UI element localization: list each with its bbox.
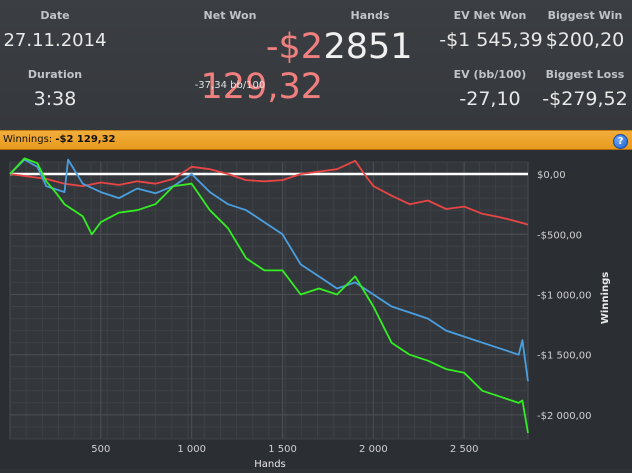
panel-title-label: Winnings: xyxy=(3,134,53,145)
series-line-1 xyxy=(9,159,529,226)
winnings-panel-header: Winnings: -$2 129,32 ? xyxy=(0,130,632,150)
x-tick-label: 1 500 xyxy=(268,444,297,455)
y-tick-label: -$500,00 xyxy=(537,230,582,241)
net-won-value: -$2 129,32 xyxy=(200,27,323,107)
x-axis-label: Hands xyxy=(254,459,286,469)
y-tick-label: -$1 000,00 xyxy=(537,290,592,301)
help-icon[interactable]: ? xyxy=(613,134,628,149)
ev-bb-label: EV (bb/100) xyxy=(453,68,527,81)
y-tick-label: $0,00 xyxy=(537,170,566,181)
x-tick-label: 500 xyxy=(91,444,110,455)
biggest-loss-label: Biggest Loss xyxy=(545,68,625,81)
ev-net-won-value: -$1 545,39 xyxy=(439,29,543,51)
y-axis-label: Winnings xyxy=(600,272,611,324)
biggest-win-label: Biggest Win xyxy=(547,9,623,22)
date-label: Date xyxy=(40,9,70,22)
y-tick-label: -$1 500,00 xyxy=(537,351,592,362)
biggest-win-value: $200,20 xyxy=(545,29,625,51)
hands-label: Hands xyxy=(350,9,390,22)
biggest-loss-value: -$279,52 xyxy=(542,88,628,110)
ev-net-won-label: EV Net Won xyxy=(453,9,527,22)
net-won-label: Net Won xyxy=(203,9,257,22)
hands-value: 2851 xyxy=(323,27,413,67)
winnings-chart: 500 1 000 1 500 2 000 2 500 $0,00 -$500,00 -$1 … xyxy=(0,150,632,470)
x-tick-label: 1 000 xyxy=(177,444,206,455)
x-tick-label: 2 500 xyxy=(450,444,479,455)
ev-bb-value: -27,10 xyxy=(459,88,521,110)
y-tick-label: -$2 000,00 xyxy=(537,411,592,422)
series-line-3 xyxy=(9,157,529,434)
panel-title-value: -$2 129,32 xyxy=(55,134,116,145)
x-tick-label: 2 000 xyxy=(359,444,388,455)
session-summary: Date 27.11.2014 Duration 3:38 Net Won -$… xyxy=(0,0,632,130)
date-value: 27.11.2014 xyxy=(3,30,107,51)
series-line-2 xyxy=(9,158,529,382)
winnings-chart-svg: 500 1 000 1 500 2 000 2 500 $0,00 -$500,00 -$1 … xyxy=(9,157,611,470)
duration-value: 3:38 xyxy=(33,88,77,110)
duration-label: Duration xyxy=(27,68,83,81)
panel-title: Winnings: -$2 129,32 xyxy=(3,134,116,145)
net-won-bb: -37,34 bb/100 xyxy=(194,80,266,91)
